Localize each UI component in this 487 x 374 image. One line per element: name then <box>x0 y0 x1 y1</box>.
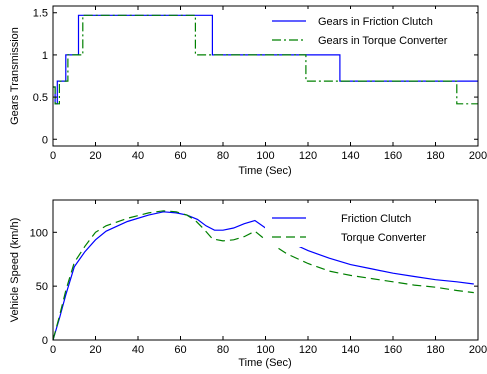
gears-y-tick-label: 1.5 <box>33 8 48 20</box>
speed-x-tick-label: 160 <box>384 344 402 356</box>
speed-x-tick-label: 0 <box>50 344 56 356</box>
gears-legend-label-friction-clutch: Gears in Friction Clutch <box>318 16 433 28</box>
speed-x-tick-label: 60 <box>174 344 186 356</box>
gears-ticks-layer: 0 20 40 60 80 100 120 140 160 180 200 0 0.5 1 1.5 <box>33 6 487 162</box>
speed-y-axis-label: Vehicle Speed (km/h) <box>9 218 21 323</box>
gears-x-tick-label: 100 <box>256 150 274 162</box>
gears-y-axis-label: Gears Transmission <box>9 27 21 125</box>
gears-x-tick-label: 140 <box>341 150 359 162</box>
gears-x-tick-label: 0 <box>50 150 56 162</box>
speed-x-tick-label: 200 <box>469 344 487 356</box>
gears-series-layer <box>53 14 478 105</box>
gears-y-tick-label: 1 <box>42 50 48 62</box>
gears-legend-label-torque-converter: Gears in Torque Converter <box>318 35 448 47</box>
speed-ticks-layer: 0 20 40 60 80 100 120 140 160 180 200 0 50 100 <box>30 200 487 356</box>
gears-x-axis-label: Time (Sec) <box>238 165 291 177</box>
speed-x-tick-label: 40 <box>132 344 144 356</box>
gears-x-tick-label: 40 <box>132 150 144 162</box>
speed-legend-box <box>265 203 476 247</box>
speed-series-layer <box>52 210 474 341</box>
gears-legend: Gears in Friction Clutch Gears in Torque… <box>265 9 476 47</box>
gears-x-tick-label: 20 <box>89 150 101 162</box>
speed-x-tick-label: 180 <box>426 344 444 356</box>
speed-y-tick-label: 0 <box>42 335 48 347</box>
gears-chart: 0 20 40 60 80 100 120 140 160 180 200 0 0.5 1 1.5 Time… <box>9 5 487 177</box>
gears-x-tick-label: 160 <box>384 150 402 162</box>
speed-x-tick-label: 120 <box>299 344 317 356</box>
gears-x-tick-label: 60 <box>174 150 186 162</box>
gears-series-gears-in-torque-converter-line <box>53 14 478 105</box>
speed-x-tick-label: 140 <box>341 344 359 356</box>
speed-series-torque-converter-line <box>52 210 474 341</box>
speed-y-tick-label: 100 <box>30 227 48 239</box>
speed-x-axis-label: Time (Sec) <box>238 357 291 369</box>
speed-legend: Friction Clutch Torque Converter <box>265 203 476 247</box>
speed-x-tick-label: 80 <box>217 344 229 356</box>
gears-legend-box <box>265 9 476 47</box>
gears-x-tick-label: 80 <box>217 150 229 162</box>
speed-series-friction-clutch-line <box>52 211 474 341</box>
speed-legend-label-friction-clutch: Friction Clutch <box>341 213 411 225</box>
speed-chart: 0 20 40 60 80 100 120 140 160 180 200 0 50 100 Time (… <box>9 199 487 369</box>
gears-y-tick-label: 0 <box>42 134 48 146</box>
gears-y-tick-label: 0.5 <box>33 92 48 104</box>
speed-x-tick-label: 100 <box>256 344 274 356</box>
speed-legend-label-torque-converter: Torque Converter <box>341 232 426 244</box>
speed-y-tick-label: 50 <box>36 281 48 293</box>
speed-x-tick-label: 20 <box>89 344 101 356</box>
gears-x-tick-label: 120 <box>299 150 317 162</box>
gears-x-tick-label: 180 <box>426 150 444 162</box>
gears-x-tick-label: 200 <box>469 150 487 162</box>
